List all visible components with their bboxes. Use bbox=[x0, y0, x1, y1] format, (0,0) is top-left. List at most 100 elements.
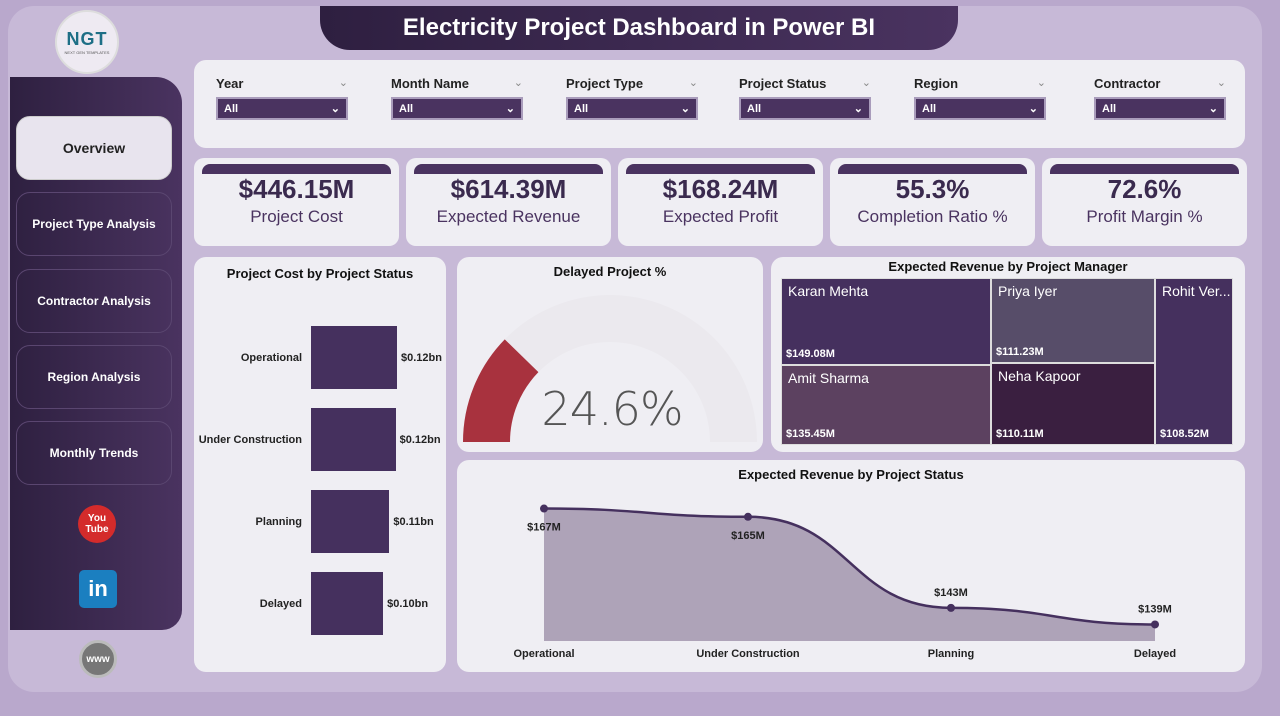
filter-dropdown[interactable]: All ⌄ bbox=[566, 97, 698, 120]
kpi-card: $168.24M Expected Profit bbox=[618, 158, 823, 246]
kpi-value: $614.39M bbox=[450, 174, 567, 204]
ngt-logo: NGT NEXT GEN TEMPLATES bbox=[55, 10, 119, 74]
filter-value: All bbox=[747, 102, 762, 115]
bar-data-label: $0.12bn bbox=[401, 352, 442, 364]
kpi-card: $446.15M Project Cost bbox=[194, 158, 399, 246]
filter-dropdown[interactable]: All ⌄ bbox=[914, 97, 1046, 120]
treemap-tile[interactable]: Neha Kapoor $110.11M bbox=[991, 363, 1155, 445]
nav-contractor-analysis[interactable]: Contractor Analysis bbox=[16, 269, 172, 333]
bar-data-label: $0.12bn bbox=[399, 434, 441, 446]
bar-category-label: Delayed bbox=[259, 598, 302, 610]
bar[interactable] bbox=[311, 408, 396, 471]
area-fill bbox=[544, 508, 1155, 641]
linkedin-icon[interactable]: in bbox=[79, 570, 117, 608]
kpi-card: 55.3% Completion Ratio % bbox=[830, 158, 1035, 246]
filter-label: Contractor ⌄ bbox=[1094, 76, 1226, 91]
tile-value: $108.52M bbox=[1160, 428, 1209, 440]
project-cost-by-status-chart: Project Cost by Project Status Operation… bbox=[194, 257, 446, 672]
sidebar: Overview Project Type Analysis Contracto… bbox=[10, 77, 182, 630]
kpi-label: Expected Revenue bbox=[436, 207, 581, 226]
kpi-label: Expected Profit bbox=[662, 207, 779, 226]
delayed-project-gauge: Delayed Project % 24.6% bbox=[457, 257, 763, 452]
filter-value: All bbox=[224, 102, 239, 115]
nav-project-type-analysis[interactable]: Project Type Analysis bbox=[16, 192, 172, 256]
chart-title: Expected Revenue by Project Status bbox=[738, 467, 964, 482]
bar-category-label: Operational bbox=[240, 352, 302, 364]
treemap-tile[interactable]: Rohit Ver... $108.52M bbox=[1155, 278, 1233, 445]
filter-dropdown[interactable]: All ⌄ bbox=[1094, 97, 1226, 120]
chevron-down-icon[interactable]: ⌄ bbox=[513, 77, 523, 89]
filter-label: Year ⌄ bbox=[216, 76, 348, 91]
gauge-value: 24.6% bbox=[541, 382, 683, 436]
filter-region[interactable]: Region ⌄ All ⌄ bbox=[914, 76, 1046, 120]
x-tick-label: Operational bbox=[513, 648, 574, 660]
tile-name: Amit Sharma bbox=[788, 370, 869, 386]
tile-value: $110.11M bbox=[996, 428, 1044, 440]
filter-value: All bbox=[922, 102, 937, 115]
filter-dropdown[interactable]: All ⌄ bbox=[391, 97, 523, 120]
chevron-down-icon[interactable]: ⌄ bbox=[338, 77, 348, 89]
data-point[interactable] bbox=[947, 603, 955, 612]
filter-label-text: Project Type bbox=[566, 76, 644, 91]
treemap-tile[interactable]: Karan Mehta $149.08M bbox=[781, 278, 991, 365]
chevron-down-icon: ⌄ bbox=[1028, 103, 1038, 115]
kpi-value: 55.3% bbox=[895, 174, 970, 204]
filter-label: Project Type ⌄ bbox=[566, 76, 698, 91]
nav-monthly-trends[interactable]: Monthly Trends bbox=[16, 421, 172, 485]
data-label: $165M bbox=[731, 530, 765, 542]
filter-year[interactable]: Year ⌄ All ⌄ bbox=[216, 76, 348, 120]
filter-label: Month Name ⌄ bbox=[391, 76, 523, 91]
bar-category-label: Planning bbox=[255, 516, 302, 528]
logo-subtext: NEXT GEN TEMPLATES bbox=[64, 50, 110, 55]
treemap-tile[interactable]: Amit Sharma $135.45M bbox=[781, 365, 991, 445]
kpi-card: 72.6% Profit Margin % bbox=[1042, 158, 1247, 246]
data-point[interactable] bbox=[540, 504, 548, 513]
filter-project-status[interactable]: Project Status ⌄ All ⌄ bbox=[739, 76, 871, 120]
tile-name: Priya Iyer bbox=[998, 283, 1058, 299]
page-title: Electricity Project Dashboard in Power B… bbox=[320, 6, 958, 50]
filter-month-name[interactable]: Month Name ⌄ All ⌄ bbox=[391, 76, 523, 120]
chevron-down-icon[interactable]: ⌄ bbox=[1036, 77, 1046, 89]
youtube-icon[interactable]: You Tube bbox=[78, 505, 116, 543]
bar[interactable] bbox=[311, 326, 397, 389]
chevron-down-icon: ⌄ bbox=[505, 103, 515, 115]
chart-title: Delayed Project % bbox=[553, 264, 667, 279]
filter-dropdown[interactable]: All ⌄ bbox=[216, 97, 348, 120]
nav-region-analysis[interactable]: Region Analysis bbox=[16, 345, 172, 409]
filter-label-text: Contractor bbox=[1094, 76, 1161, 91]
chevron-down-icon: ⌄ bbox=[680, 103, 690, 115]
kpi-accent-bar bbox=[414, 164, 603, 174]
data-label: $139M bbox=[1138, 603, 1172, 615]
filter-contractor[interactable]: Contractor ⌄ All ⌄ bbox=[1094, 76, 1226, 120]
gauge-svg bbox=[463, 295, 757, 442]
chart-title: Expected Revenue by Project Manager bbox=[888, 259, 1128, 274]
filter-dropdown[interactable]: All ⌄ bbox=[739, 97, 871, 120]
x-tick-label: Delayed bbox=[1134, 648, 1176, 660]
tile-value: $149.08M bbox=[786, 348, 835, 360]
bar-category-label: Under Construction bbox=[198, 434, 302, 446]
chevron-down-icon[interactable]: ⌄ bbox=[688, 77, 698, 89]
tile-value: $111.23M bbox=[996, 346, 1044, 358]
gauge-track bbox=[463, 295, 757, 442]
bar[interactable] bbox=[311, 572, 384, 635]
logo-text: NGT bbox=[66, 29, 108, 49]
filter-label-text: Region bbox=[914, 76, 959, 91]
filter-label: Region ⌄ bbox=[914, 76, 1046, 91]
nav-overview[interactable]: Overview bbox=[16, 116, 172, 180]
website-globe-icon[interactable]: www bbox=[79, 640, 117, 678]
kpi-accent-bar bbox=[626, 164, 815, 174]
treemap-tile[interactable]: Priya Iyer $111.23M bbox=[991, 278, 1155, 363]
chevron-down-icon[interactable]: ⌄ bbox=[861, 77, 871, 89]
chevron-down-icon: ⌄ bbox=[330, 103, 340, 115]
kpi-card: $614.39M Expected Revenue bbox=[406, 158, 611, 246]
data-point[interactable] bbox=[744, 512, 752, 521]
chevron-down-icon[interactable]: ⌄ bbox=[1216, 77, 1226, 89]
bar[interactable] bbox=[311, 490, 390, 553]
kpi-label: Profit Margin % bbox=[1086, 207, 1203, 226]
filter-panel: Year ⌄ All ⌄ Month Name ⌄ All ⌄ Project Type ⌄ All… bbox=[194, 60, 1245, 148]
filter-project-type[interactable]: Project Type ⌄ All ⌄ bbox=[566, 76, 698, 120]
filter-label-text: Project Status bbox=[739, 76, 827, 91]
revenue-by-status-area-chart: Expected Revenue by Project Status $167M… bbox=[457, 460, 1245, 672]
data-point[interactable] bbox=[1151, 620, 1159, 629]
area-svg: $167M Operational $165M Under Construction $… bbox=[513, 504, 1176, 660]
